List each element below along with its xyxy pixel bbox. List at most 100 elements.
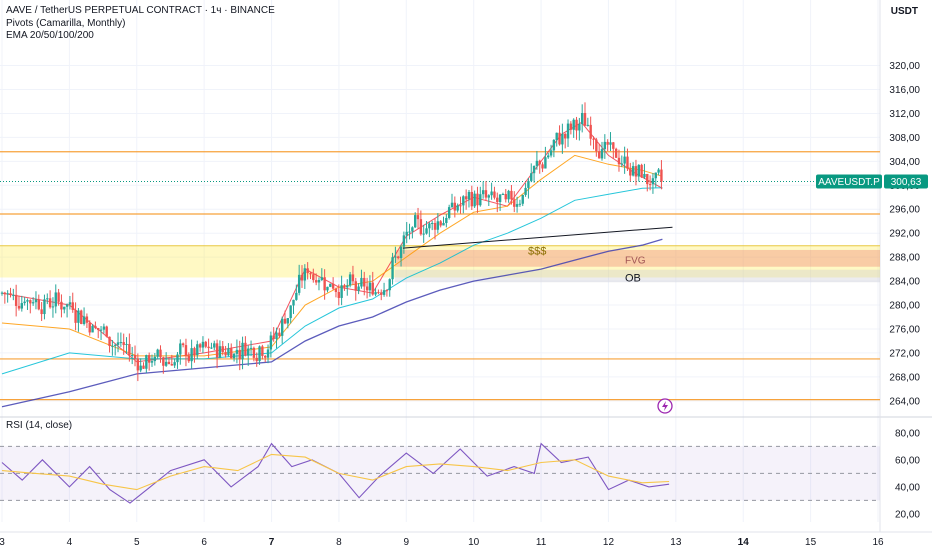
candle-body [388,279,391,291]
candle-body [578,124,581,131]
candle-body [184,345,188,356]
candle-body [422,233,425,235]
candle-body [394,256,397,258]
candle-body [597,151,601,159]
candle-body [314,280,318,283]
candle-body [351,274,355,282]
candle-body [657,169,660,173]
currency-label[interactable]: USDT [890,6,918,17]
time-tick-label: 14 [738,537,750,548]
candle-body [147,355,151,363]
candle-body [513,199,516,207]
candle-body [365,286,369,291]
candle-body [544,157,547,169]
price-tick-label: 268,00 [889,372,920,383]
candle-body [397,256,400,259]
candle-body [264,355,267,358]
candle-body [377,292,380,294]
candle-body [9,293,12,295]
candle-body [193,348,196,356]
candle-body [442,223,445,226]
candle-body [363,277,366,287]
series-ema-100[interactable] [1,187,663,375]
candle-body [37,299,40,310]
candle-body [436,221,440,230]
series-ema-50[interactable] [1,154,663,357]
candle-body [374,292,377,295]
candle-body [493,191,496,198]
time-tick-label: 5 [134,537,140,548]
time-tick-label: 10 [468,537,480,548]
candle-body [40,309,43,315]
candle-body [580,112,584,125]
candle-body [414,215,417,228]
price-tick-label: 308,00 [889,133,920,144]
candle-body [26,300,29,302]
candle-body [122,342,125,346]
candle-body [459,205,462,207]
zones [0,245,880,283]
candle-body [244,342,247,356]
candle-body [130,354,134,356]
candle-body [31,302,35,304]
series-ema-20[interactable] [1,121,663,363]
ema-indicator-label[interactable]: EMA 20/50/100/200 [6,30,94,41]
candle-body [629,168,632,176]
candle-body [450,202,454,208]
candle-body [382,290,386,295]
candle-body [198,344,202,348]
price-tick-label: 320,00 [889,61,920,72]
candle-body [337,292,340,298]
candle-body [530,173,533,181]
zone-demand[interactable] [0,245,880,278]
pivots-indicator-label[interactable]: Pivots (Camarilla, Monthly) [6,18,126,29]
time-tick-label: 15 [805,537,817,548]
candle-body [176,354,179,363]
candle-body [303,268,307,281]
zone-ob[interactable] [395,269,880,283]
trendline[interactable] [402,226,673,249]
candle-body [111,345,114,347]
price-tick-label: 264,00 [889,396,920,407]
zone-fvg[interactable] [395,249,880,267]
candle-body [510,190,513,200]
candle-body [99,329,103,331]
price-axis: 264,00 268,00 272,00 276,00 280,00 284,00 288,… [889,61,920,520]
candle-body [309,273,312,275]
candle-body [156,349,159,357]
candle-body [609,142,612,145]
price-tick-label: 276,00 [889,324,920,335]
candle-body [501,194,505,196]
candle-body [411,227,414,232]
candle-body [280,318,284,336]
rsi-title[interactable]: RSI (14, close) [6,420,73,431]
candle-body [266,349,270,358]
candle-body [626,156,629,169]
candle-body [278,332,281,336]
candle-body [419,219,423,235]
candle-body [77,310,80,323]
candle-body [102,326,106,330]
candle-body [167,361,171,365]
flash-icon[interactable] [657,398,673,414]
candle-body [646,173,649,185]
candle-body [136,358,140,371]
series-ema-200[interactable] [1,238,663,408]
candle-body [17,305,21,309]
candle-body [606,141,609,145]
rsi-tick-label: 60,00 [895,455,920,466]
time-tick-label: 12 [603,537,615,548]
symbol-title[interactable]: AAVE / TetherUS PERPETUAL CONTRACT · 1ч … [6,5,275,16]
candle-body [210,347,213,349]
candle-body [346,285,349,288]
candle-body [408,231,411,233]
time-tick-label: 13 [670,537,682,548]
series-rsi-ma[interactable] [1,453,670,491]
time-tick-label: 16 [872,537,884,548]
candle-body [286,318,290,324]
last-price-tag[interactable]: AAVEUSDT.P 300,63 [816,174,928,189]
price-tick-label: 288,00 [889,253,920,264]
price-tick-label: 272,00 [889,348,920,359]
grid [0,0,932,533]
